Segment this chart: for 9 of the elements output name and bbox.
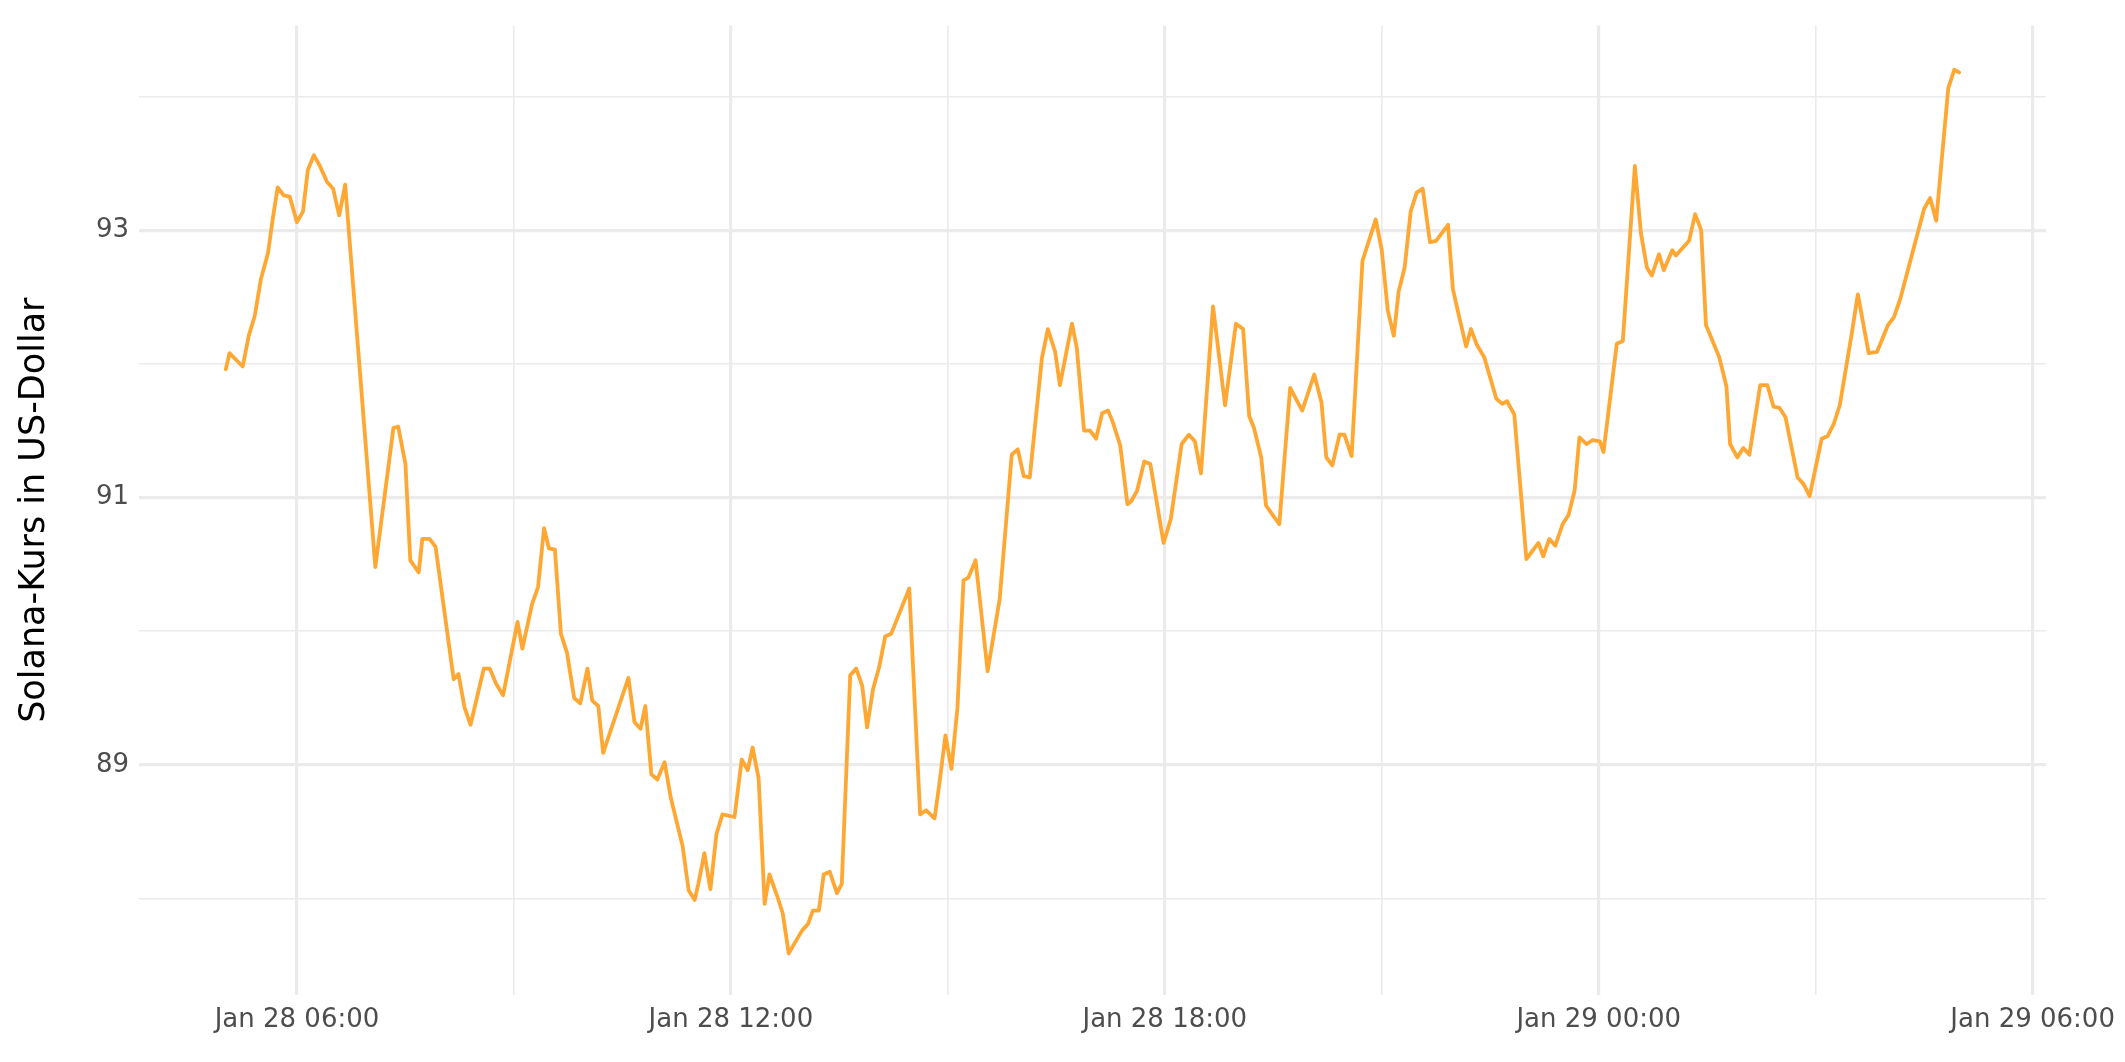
y-tick-label: 91	[95, 480, 130, 511]
x-tick-label: Jan 28 06:00	[212, 1003, 380, 1034]
y-axis-title: Solana-Kurs in US-Dollar	[12, 296, 53, 723]
x-tick-label: Jan 29 06:00	[1948, 1003, 2115, 1034]
x-tick-label: Jan 29 00:00	[1514, 1003, 1682, 1034]
y-tick-label: 93	[95, 212, 130, 243]
y-tick-label: 89	[95, 747, 130, 778]
x-tick-label: Jan 28 12:00	[646, 1003, 814, 1034]
x-tick-label: Jan 28 18:00	[1080, 1003, 1248, 1034]
